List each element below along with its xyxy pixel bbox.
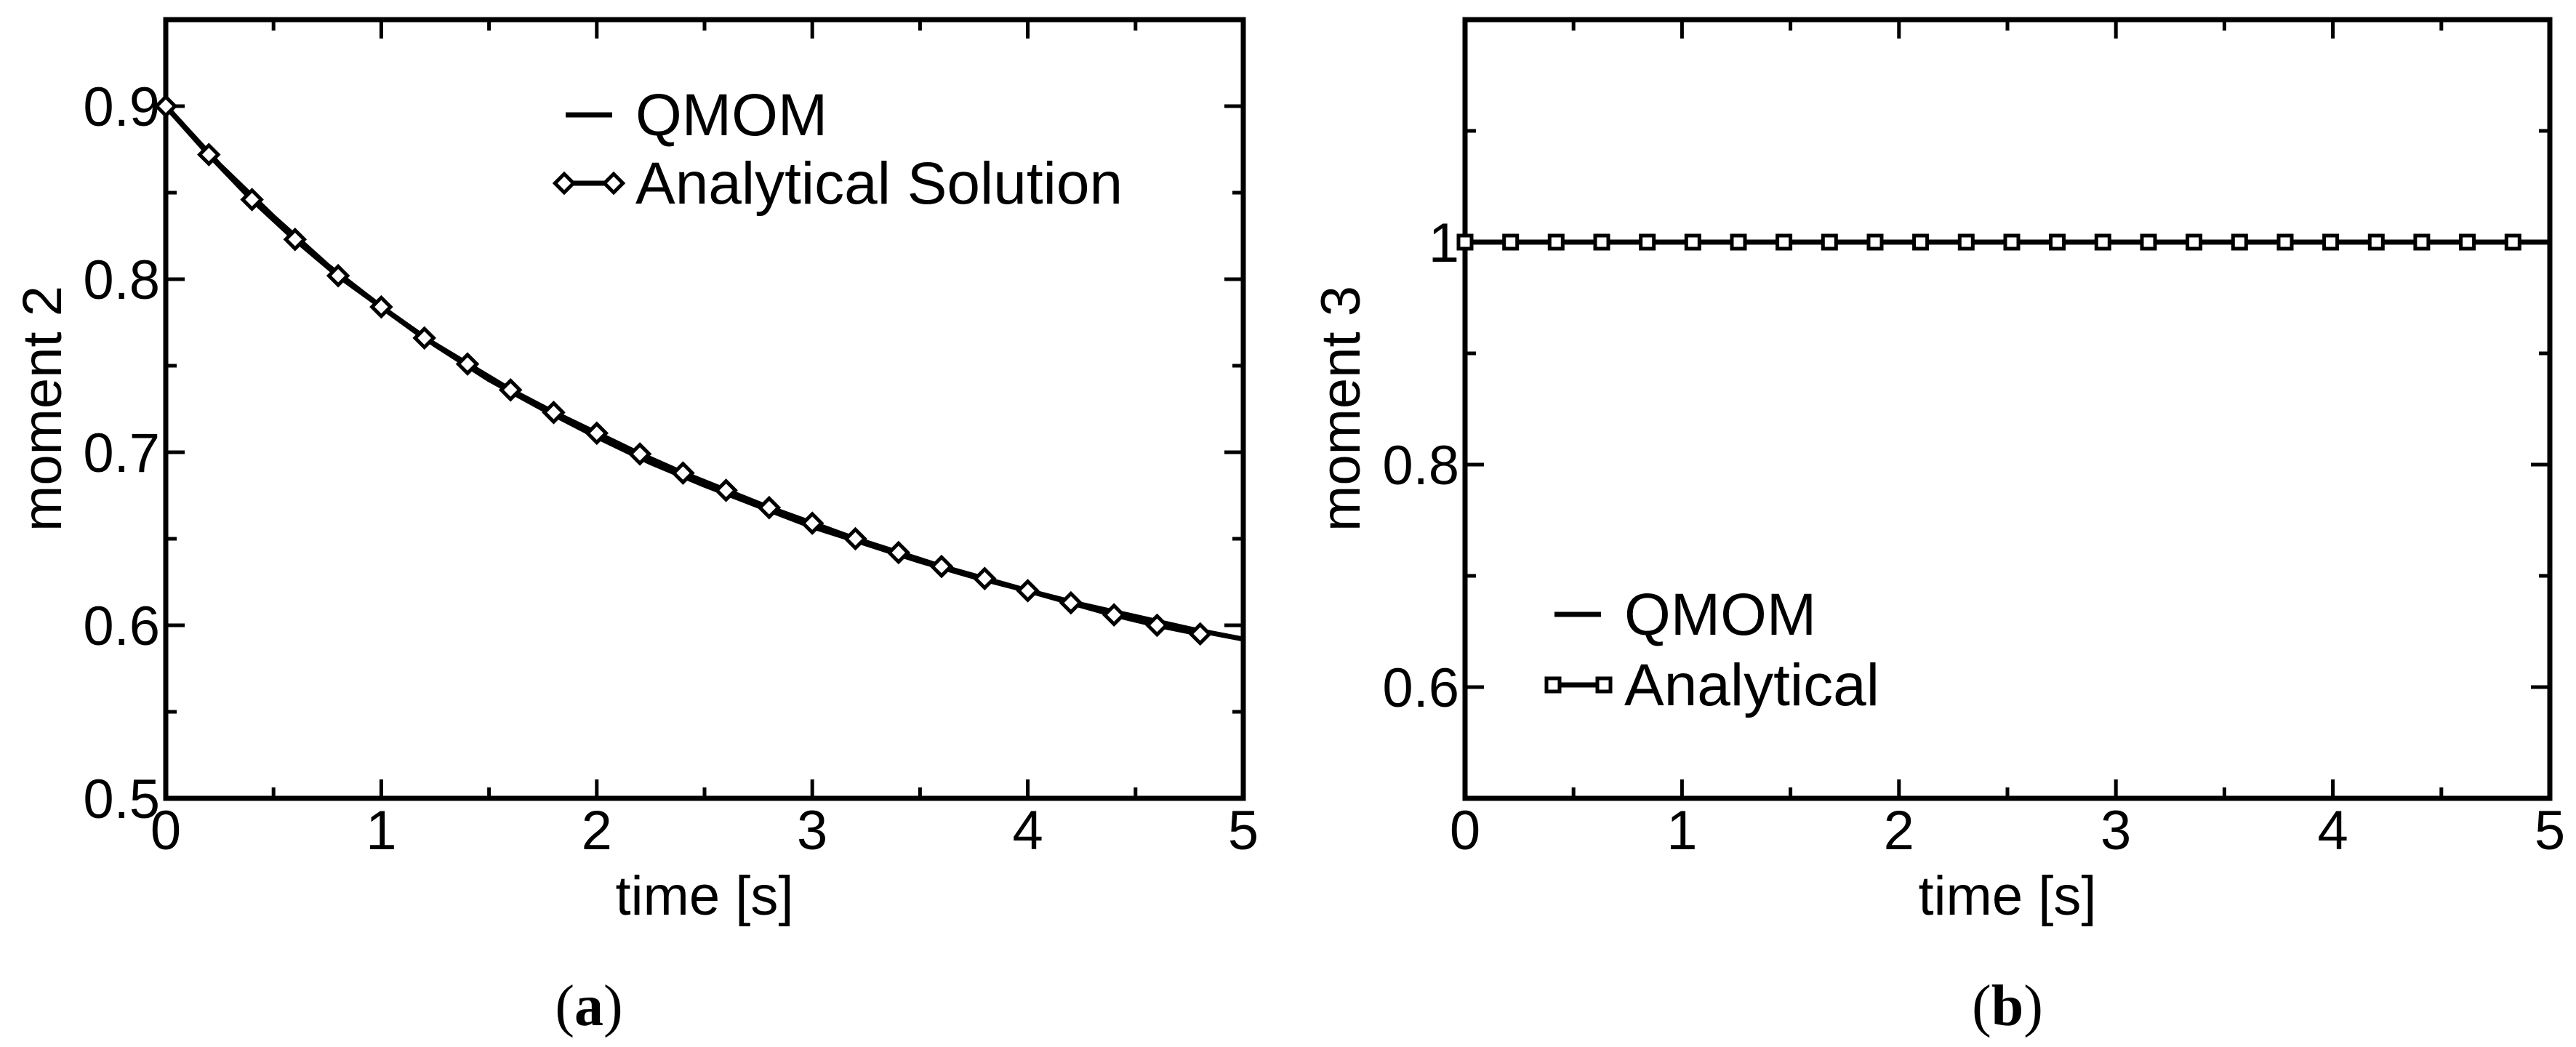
data-point-square [1456,233,1474,251]
x-tick-label: 0 [151,800,181,862]
x-tick-label: 1 [366,800,396,862]
data-point-square [1502,233,1520,251]
data-point-square [1593,233,1610,251]
data-point-square [2231,233,2248,251]
data-point-diamond [1145,613,1169,638]
data-point-diamond [1059,590,1083,615]
panel-a-ticks [164,17,1245,801]
data-point-diamond [542,401,566,425]
data-point-diamond [714,478,738,502]
x-tick-label: 0 [1450,800,1480,862]
panel-b-caption: (b) [1972,974,2043,1038]
data-point-square [1730,233,1747,251]
data-point-diamond [757,495,782,520]
data-point-square [2322,233,2340,251]
data-point-diamond [843,526,867,551]
y-tick-label: 0.8 [1382,435,1459,497]
data-point-square [1866,233,1884,251]
panel-b-legend-qmom-label: QMOM [1624,582,1816,648]
panel-a-y-axis-label: moment 2 [12,286,73,531]
data-point-diamond [455,352,480,376]
data-point-square [2003,233,2021,251]
data-point-diamond [283,228,308,252]
data-point-diamond [973,566,997,590]
panel-b-y-axis-label: moment 3 [1310,286,1372,531]
x-tick-label: 2 [1884,800,1914,862]
x-tick-label: 4 [2317,800,2348,862]
data-point-diamond [498,378,523,402]
data-point-square [1821,233,1838,251]
y-tick-label: 0.7 [83,422,160,484]
panel-a-legend-qmom-label: QMOM [635,82,827,148]
data-point-diamond [1016,579,1040,603]
panel-a: 0 1 2 3 4 50.50.60.70.80.9 time [s] moment 2 … [12,17,1259,1038]
panel-a-caption: (a) [555,974,622,1038]
panel-a-legend-analytical-marker-left [552,171,577,196]
data-point-square [1957,233,1975,251]
data-point-diamond [886,540,911,565]
data-point-diamond [671,461,695,485]
data-point-diamond [197,143,221,167]
data-point-square [1912,233,1930,251]
data-point-square [1547,233,1565,251]
x-tick-label: 3 [2100,800,2131,862]
y-tick-label: 0.9 [83,76,160,138]
data-point-square [2094,233,2111,251]
y-tick-label: 1 [1429,212,1459,274]
panel-a-legend: QMOM Analytical Solution [552,82,1123,217]
data-point-diamond [240,188,264,212]
data-point-square [2413,233,2431,251]
x-tick-label: 1 [1666,800,1697,862]
data-point-diamond [800,511,824,535]
data-point-diamond [929,554,954,579]
data-point-diamond [1102,603,1126,627]
panel-b-markers [1456,233,2521,251]
data-point-diamond [627,442,652,466]
data-point-diamond [1188,622,1212,646]
data-point-square [2186,233,2203,251]
y-tick-label: 0.5 [83,769,160,830]
panel-a-legend-analytical-label: Analytical Solution [635,151,1123,217]
panel-a-legend-analytical-marker-right [601,171,626,196]
panel-b-legend-analytical-label: Analytical [1624,652,1879,718]
data-point-square [2049,233,2066,251]
data-point-diamond [326,263,350,288]
y-tick-label: 0.6 [1382,657,1459,719]
y-tick-label: 0.6 [83,595,160,657]
data-point-square [1684,233,1701,251]
data-point-square [2276,233,2294,251]
data-point-diamond [585,421,609,446]
data-point-square [2504,233,2521,251]
x-tick-label: 3 [797,800,827,862]
panel-b-x-axis-label: time [s] [1919,865,2097,927]
x-tick-label: 5 [1228,800,1259,862]
y-tick-label: 0.8 [83,249,160,311]
x-tick-label: 5 [2535,800,2565,862]
panel-a-x-axis-label: time [s] [616,865,794,927]
panel-b-ticks [1463,17,2552,801]
data-point-square [2459,233,2476,251]
data-point-square [2367,233,2385,251]
data-point-diamond [153,94,178,119]
panel-a-markers [153,94,1212,646]
panel-a-tick-labels: 0 1 2 3 4 5 0.5 0.6 0.7 0.8 0.9 [83,76,1259,862]
panel-b-tick-labels: 0 1 2 3 4 5 0.6 0.8 1 [1382,212,2565,862]
x-tick-label: 2 [582,800,612,862]
panel-b-legend-analytical-marker-left [1544,676,1562,694]
data-point-diamond [369,294,393,319]
x-tick-label: 4 [1012,800,1043,862]
data-point-diamond [412,326,436,350]
panel-b-legend-analytical-marker-right [1595,676,1613,694]
data-point-square [1775,233,1793,251]
panel-b-legend: QMOM Analytical [1544,582,1879,718]
panel-b: 0 1 2 3 4 5 0.6 0.8 1 time [s] moment 3 QMOM Ana… [1310,17,2565,1038]
data-point-square [1639,233,1656,251]
data-point-square [2140,233,2157,251]
